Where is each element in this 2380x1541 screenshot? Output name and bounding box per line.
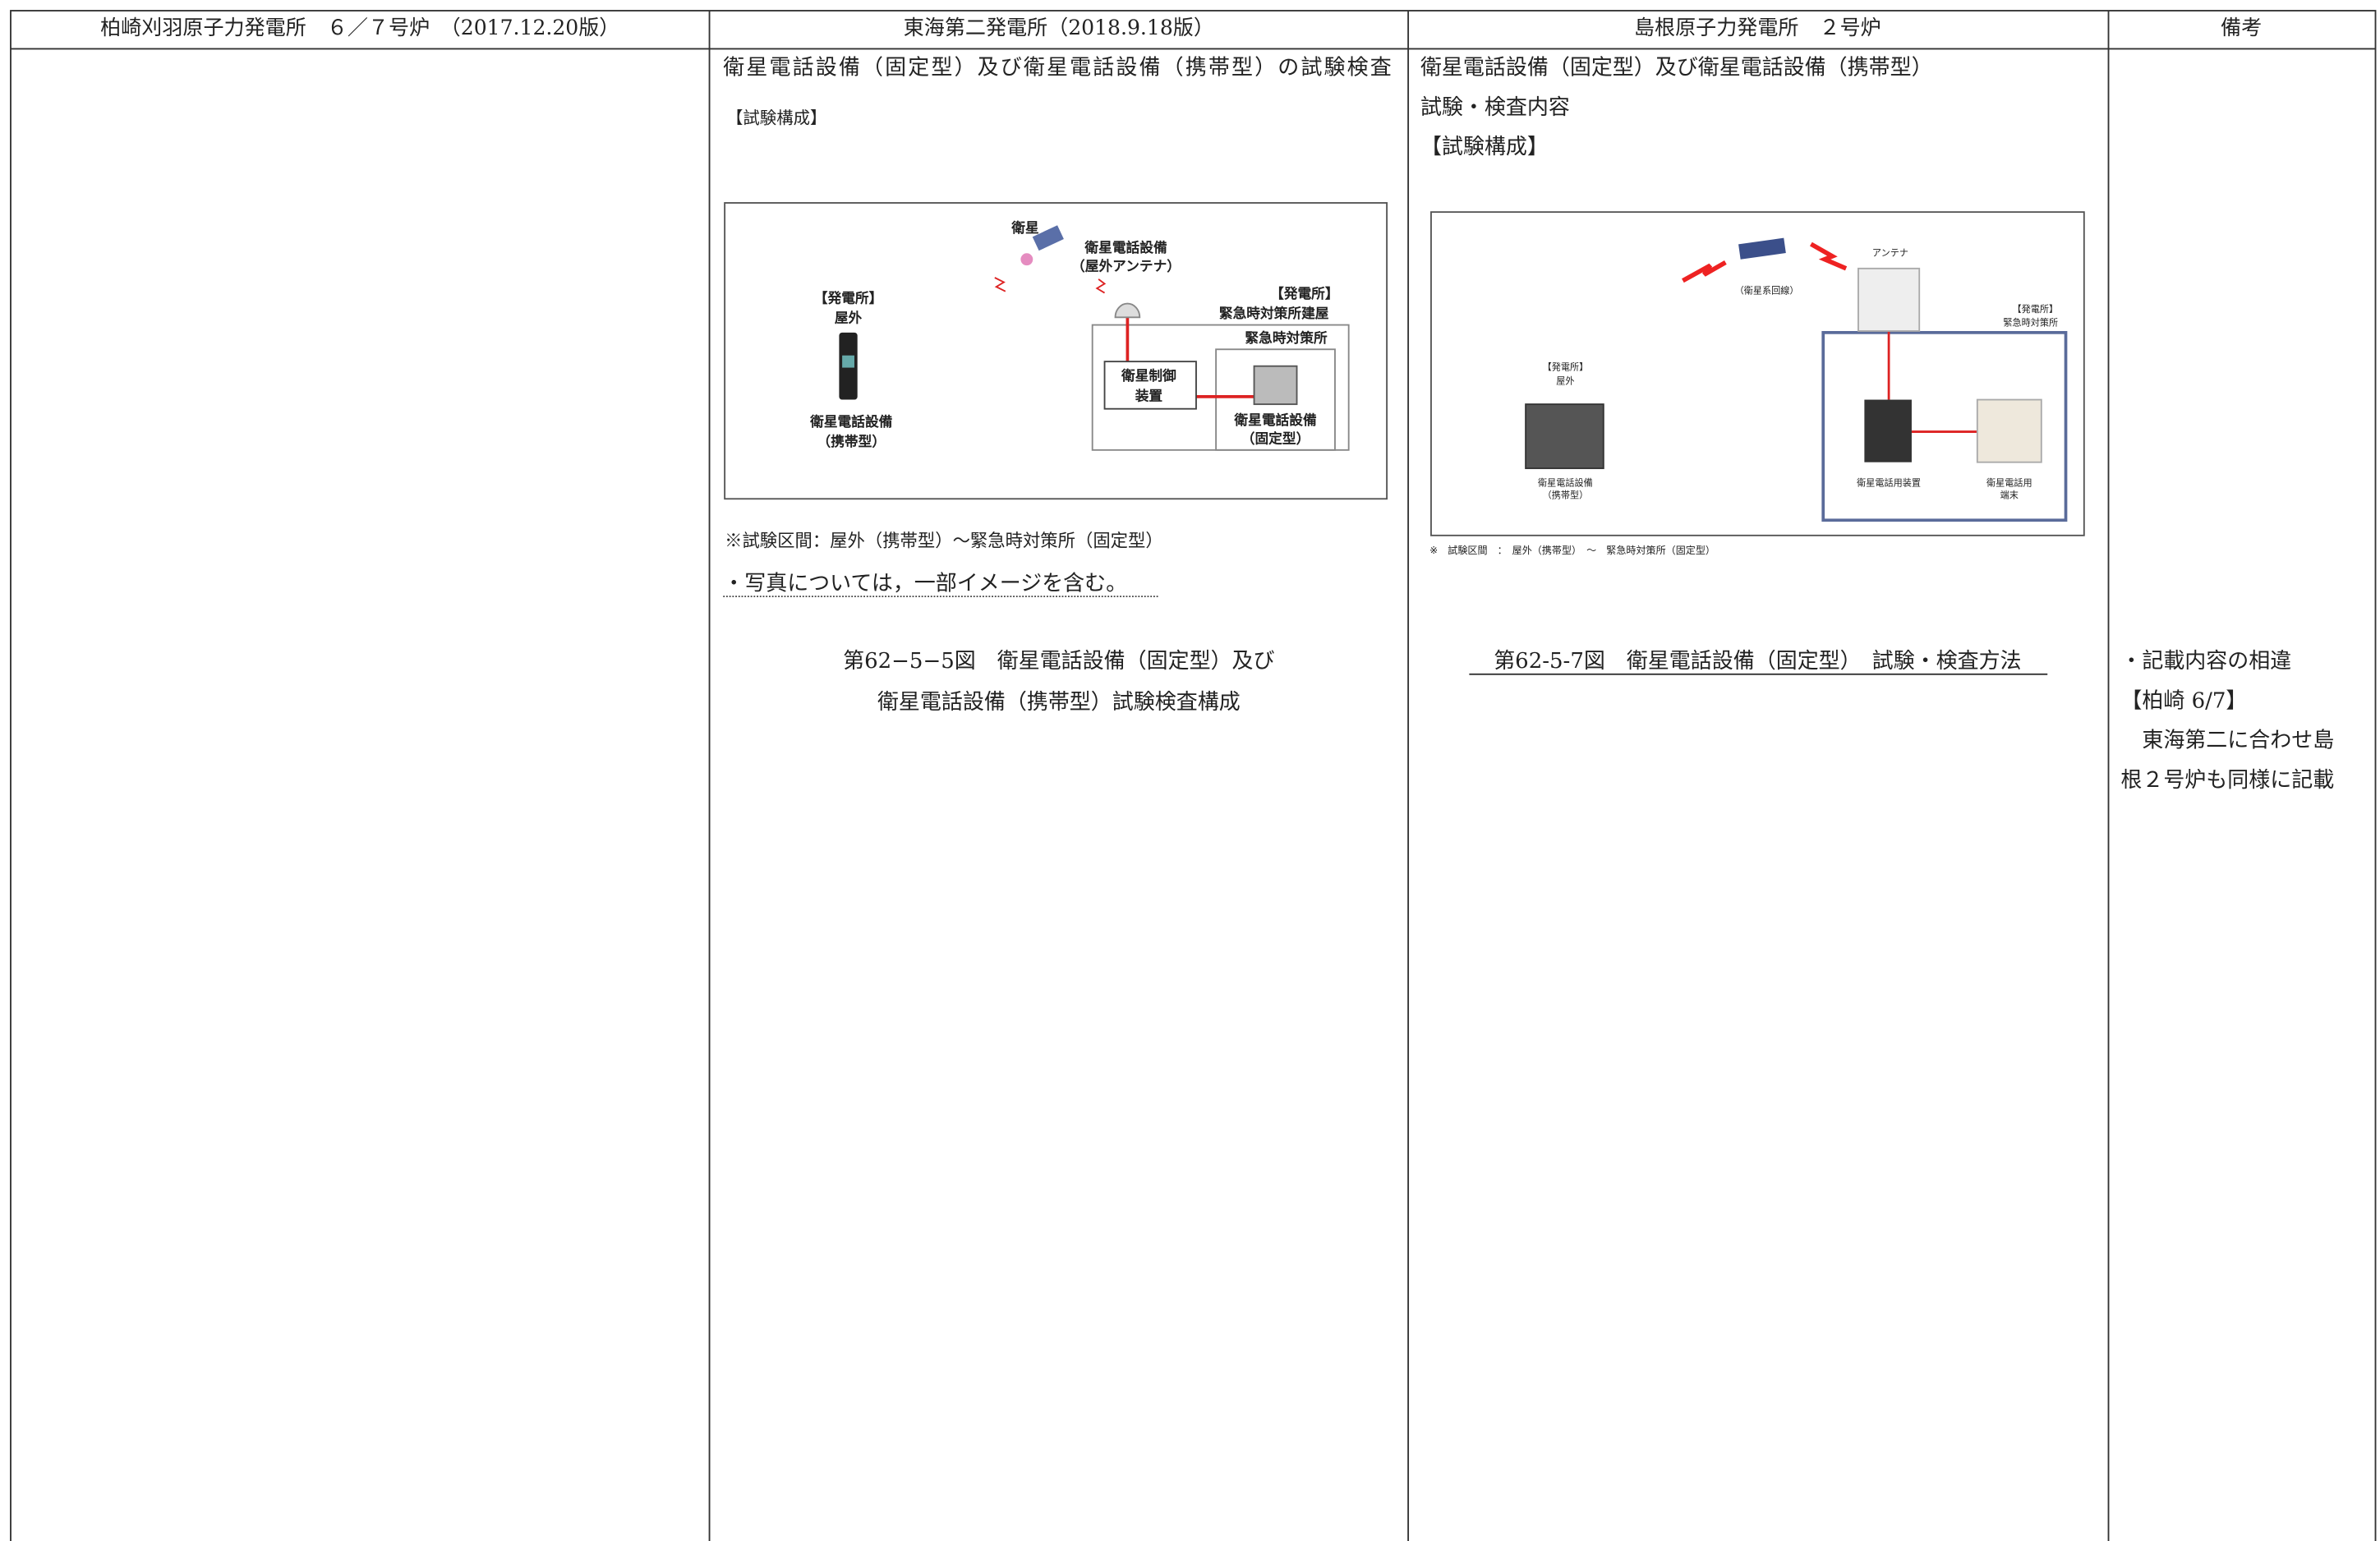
caption: 第62−5−5図 衛星電話設備（固定型）及び [843,649,1274,674]
diagram-label: 緊急時対策所 [1245,329,1328,346]
diagram-label: （固定型） [1241,430,1310,446]
caption: 第62-5-7図 衛星電話設備（固定型） 試験・検査方法 [1494,649,2021,674]
table-grid [10,10,2377,1541]
diagram-label: （携帯型） [1543,490,1589,501]
content: 柏崎刈羽原子力発電所 ６／７号炉 （2017.12.20版） 東海第二発電所（2… [10,10,2377,1541]
diagram-label: 衛星電話用 [1986,477,2032,489]
diagram-label: 衛星電話設備 [1233,412,1317,428]
header-cell: 東海第二発電所（2018.9.18版） [904,16,1214,39]
diagram-label: 緊急時対策所建屋 [1219,305,1329,321]
note: ※ 試験区間 ： 屋外（携帯型） ～ 緊急時対策所（固定型） [1429,544,1715,556]
remark-line: 根２号炉も同様に記載 [2120,768,2334,793]
diagram-label: 屋外 [835,310,863,326]
diagram: 衛星 衛星電話設備 （屋外アンテナ） 【発電所】 屋外 衛星電話設備 （携帯型）… [724,202,1388,500]
diagram-label: アンテナ [1872,247,1908,258]
title: 衛星電話設備（固定型）及び衛星電話設備（携帯型）の試験検査 [723,56,1391,80]
title: 試験・検査内容 [1420,95,1570,120]
diagram-label: 屋外 [1556,375,1574,386]
header-row: 柏崎刈羽原子力発電所 ６／７号炉 （2017.12.20版） 東海第二発電所（2… [100,16,2262,39]
diagram-label: 衛星電話設備 [1538,477,1593,489]
section: 【試験構成】 [726,108,826,127]
header-cell: 柏崎刈羽原子力発電所 ６／７号炉 （2017.12.20版） [100,16,619,39]
diagram-label: 端末 [2000,490,2019,501]
diagram: （衛星系回線） アンテナ 【発電所】 緊急時対策所 【発電所】 屋外 衛星電話設… [1430,211,2085,536]
diagram-label: （衛星系回線） [1735,285,1799,297]
diagram-label: 装置 [1135,387,1163,403]
remark-line: ・記載内容の相違 [2120,649,2291,674]
note: ※試験区間：屋外（携帯型）～緊急時対策所（固定型） [725,531,1163,551]
diagram-label: 衛星制御 [1121,367,1176,384]
diagram-label: 【発電所】 [2013,303,2059,315]
caption: 衛星電話設備（携帯型）試験検査構成 [877,690,1241,715]
diagram-label: 衛星 [1010,219,1038,236]
diagram-label: 緊急時対策所 [2003,317,2058,329]
diagram-label: 衛星電話設備 [1084,239,1167,255]
diagram-label: 衛星電話用装置 [1857,477,1921,489]
header-cell: 島根原子力発電所 ２号炉 [1634,16,1881,39]
diagram-label: （屋外アンテナ） [1071,257,1181,274]
diagram-label: 【発電所】 [1270,285,1339,301]
diagram-label: 【発電所】 [1543,361,1589,373]
diagram-label: 衛星電話設備 [809,413,893,430]
section: 【試験構成】 [1420,135,1549,159]
title: 衛星電話設備（固定型）及び衛星電話設備（携帯型） [1420,56,1933,80]
header-cell: 備考 [2221,16,2262,39]
diagram-label: （携帯型） [817,433,886,449]
remark-line: 【柏崎 6/7】 [2120,688,2247,713]
photo-note: ・写真については，一部イメージを含む。 [723,571,1127,596]
remark-line: 東海第二に合わせ島 [2120,729,2334,753]
diagram-label: 【発電所】 [814,289,883,306]
